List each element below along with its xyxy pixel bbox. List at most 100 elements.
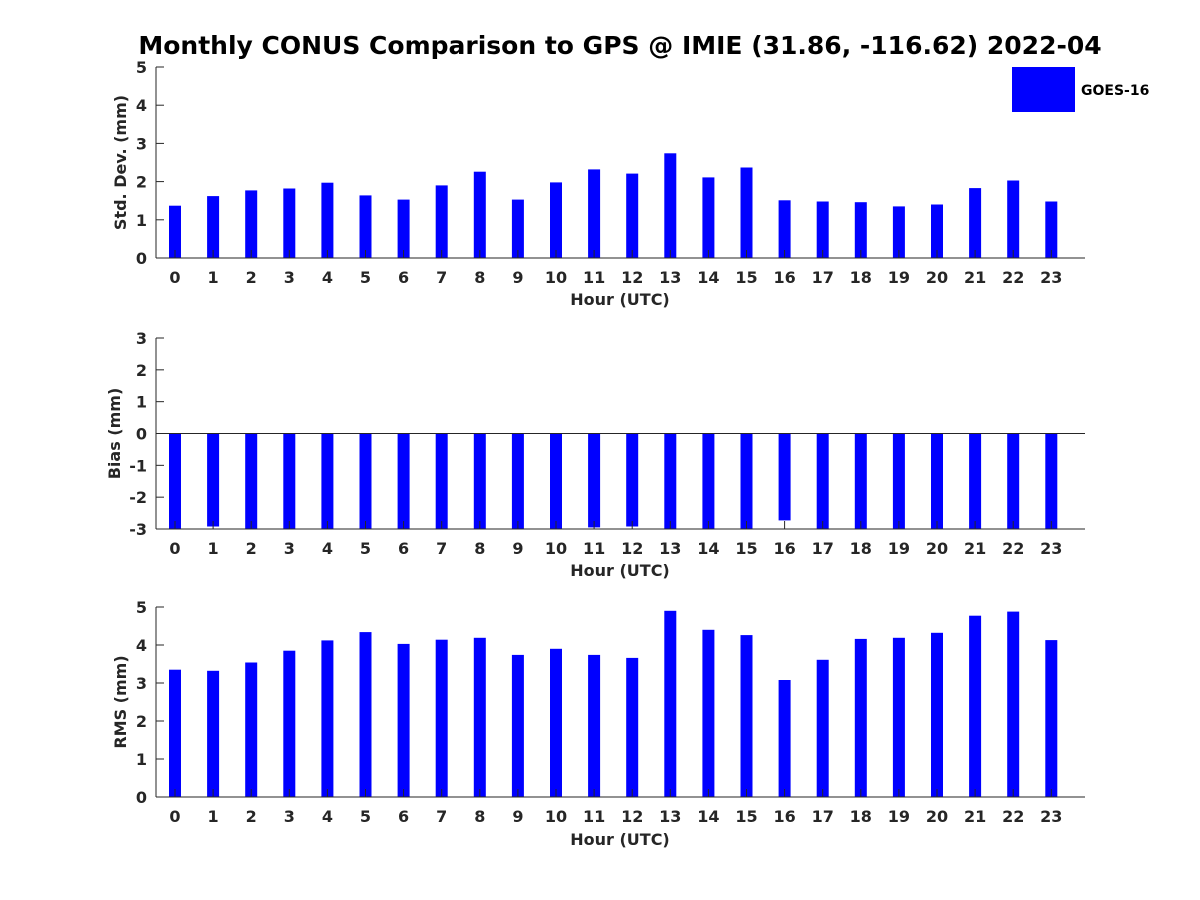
rms-ytick-label: 1: [136, 750, 147, 769]
bias-bar-8: [473, 433, 486, 529]
rms-x-axis-label: Hour (UTC): [570, 830, 670, 849]
bias-xtick-label: 10: [545, 539, 567, 558]
rms-bar-20: [931, 632, 943, 797]
bias-xtick-label: 17: [812, 539, 834, 558]
rms-bar-13: [664, 610, 677, 797]
std-dev-xtick-label: 21: [964, 268, 986, 287]
bias-xtick-label: 20: [926, 539, 948, 558]
rms-xtick-label: 4: [322, 807, 333, 826]
std-dev-xtick-label: 0: [169, 268, 180, 287]
bias-xtick-label: 2: [246, 539, 257, 558]
std-dev-xtick-label: 5: [360, 268, 371, 287]
std-dev-bar-7: [435, 185, 448, 258]
std-dev-xtick-label: 13: [659, 268, 681, 287]
bias-bar-2: [245, 433, 258, 529]
std-dev-bar-16: [778, 200, 791, 258]
rms-xtick-label: 5: [360, 807, 371, 826]
bias-bar-11: [588, 433, 601, 528]
bias-ytick-label: 1: [136, 393, 147, 412]
rms-bar-23: [1045, 640, 1058, 797]
std-dev-y-axis-label: Std. Dev. (mm): [111, 95, 130, 230]
bias-bar-13: [664, 433, 677, 529]
rms-xtick-label: 19: [888, 807, 910, 826]
legend-swatch-goes-16: [1012, 67, 1075, 112]
bias-xtick-label: 19: [888, 539, 910, 558]
std-dev-xtick-label: 14: [697, 268, 719, 287]
rms-ytick-label: 0: [136, 788, 147, 807]
bias-bar-4: [321, 433, 334, 529]
rms-bar-11: [588, 654, 601, 797]
bias-xtick-label: 7: [436, 539, 447, 558]
bias-xtick-label: 9: [512, 539, 523, 558]
std-dev-bar-22: [1007, 180, 1020, 258]
std-dev-bar-9: [511, 199, 524, 258]
std-dev-bar-13: [664, 153, 677, 258]
bias-xtick-label: 14: [697, 539, 719, 558]
std-dev-xtick-label: 23: [1040, 268, 1062, 287]
bias-ytick-label: -3: [129, 520, 147, 539]
rms-bar-22: [1007, 611, 1020, 797]
bias-xtick-label: 8: [474, 539, 485, 558]
std-dev-bar-18: [854, 202, 867, 258]
rms-xtick-label: 22: [1002, 807, 1024, 826]
bias-ytick-label: -1: [129, 456, 147, 475]
bias-bar-14: [702, 433, 715, 529]
bias-bar-16: [778, 433, 791, 521]
std-dev-xtick-label: 15: [735, 268, 757, 287]
rms-bar-5: [359, 632, 372, 797]
bias-xtick-label: 18: [850, 539, 872, 558]
std-dev-xtick-label: 17: [812, 268, 834, 287]
std-dev-xtick-label: 12: [621, 268, 643, 287]
rms-xtick-label: 13: [659, 807, 681, 826]
rms-bar-10: [550, 648, 562, 797]
std-dev-bar-19: [892, 206, 905, 258]
std-dev-xtick-label: 22: [1002, 268, 1024, 287]
std-dev-bar-10: [550, 182, 562, 258]
bias-xtick-label: 1: [208, 539, 219, 558]
std-dev-xtick-label: 19: [888, 268, 910, 287]
rms-bar-19: [892, 637, 905, 797]
rms-bar-18: [854, 638, 867, 797]
std-dev-bar-21: [969, 188, 982, 258]
std-dev-bar-2: [245, 190, 258, 258]
rms-xtick-label: 18: [850, 807, 872, 826]
rms-xtick-label: 7: [436, 807, 447, 826]
rms-xtick-label: 1: [208, 807, 219, 826]
std-dev-xtick-label: 6: [398, 268, 409, 287]
rms-xtick-label: 16: [773, 807, 795, 826]
std-dev-x-axis-label: Hour (UTC): [570, 290, 670, 309]
std-dev-bar-4: [321, 182, 334, 258]
legend: GOES-16: [1012, 67, 1149, 112]
rms-ytick-label: 2: [136, 712, 147, 731]
bias-bar-20: [931, 433, 943, 529]
rms-xtick-label: 15: [735, 807, 757, 826]
bias-bar-3: [283, 433, 296, 529]
rms-xtick-label: 21: [964, 807, 986, 826]
bias-ytick-label: 2: [136, 361, 147, 380]
std-dev-xtick-label: 3: [284, 268, 295, 287]
bias-bar-22: [1007, 433, 1020, 529]
rms-xtick-label: 3: [284, 807, 295, 826]
rms-xtick-label: 10: [545, 807, 567, 826]
rms-bar-8: [473, 637, 486, 797]
bias-x-axis-label: Hour (UTC): [570, 561, 670, 580]
bias-ytick-label: 3: [136, 329, 147, 348]
bias-xtick-label: 12: [621, 539, 643, 558]
rms-xtick-label: 8: [474, 807, 485, 826]
std-dev-xtick-label: 7: [436, 268, 447, 287]
std-dev-bar-17: [816, 201, 829, 258]
std-dev-bar-1: [207, 196, 220, 258]
rms-xtick-label: 14: [697, 807, 719, 826]
rms-xtick-label: 17: [812, 807, 834, 826]
rms-bar-0: [169, 669, 181, 797]
std-dev-bar-23: [1045, 201, 1058, 258]
rms-bar-6: [397, 643, 410, 797]
rms-xtick-label: 11: [583, 807, 605, 826]
bias-bar-12: [626, 433, 639, 527]
bias-bar-23: [1045, 433, 1058, 529]
bias-bar-15: [740, 433, 753, 529]
